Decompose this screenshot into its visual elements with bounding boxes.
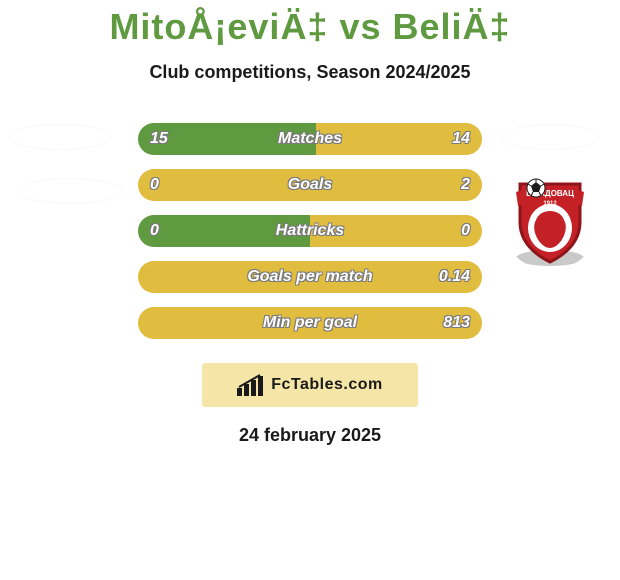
- team-badge: ВОЖДОВАЦ 1912: [500, 170, 600, 270]
- stat-value-right: 14: [452, 130, 470, 148]
- stat-value-right: 813: [443, 314, 470, 332]
- brand-box: FcTables.com: [202, 363, 418, 407]
- placeholder-ellipse-2: [18, 178, 122, 204]
- placeholder-ellipse-right: [500, 124, 600, 150]
- stat-row: Min per goal 813: [138, 307, 482, 339]
- page-title: MitoÅ¡eviÄ‡ vs BeliÄ‡: [0, 0, 620, 48]
- stat-label: Hattricks: [276, 222, 344, 240]
- stat-label: Min per goal: [263, 314, 357, 332]
- stat-row: Goals 0 2: [138, 169, 482, 201]
- football-icon: [527, 179, 545, 197]
- subtitle: Club competitions, Season 2024/2025: [0, 62, 620, 83]
- stat-value-left: 0: [150, 176, 159, 194]
- stat-value-left: 0: [150, 222, 159, 240]
- stat-label: Goals: [288, 176, 332, 194]
- placeholder-ellipse-1: [8, 124, 112, 150]
- stat-label: Goals per match: [247, 268, 372, 286]
- stat-value-left: 15: [150, 130, 168, 148]
- stat-row: Goals per match 0.14: [138, 261, 482, 293]
- date-line: 24 february 2025: [0, 425, 620, 446]
- stat-value-right: 2: [461, 176, 470, 194]
- stat-row: Matches 15 14: [138, 123, 482, 155]
- brand-bars-icon: [237, 374, 265, 396]
- stat-value-right: 0: [461, 222, 470, 240]
- brand-text: FcTables.com: [271, 376, 383, 394]
- stat-label: Matches: [278, 130, 342, 148]
- stat-row: Hattricks 0 0: [138, 215, 482, 247]
- stat-value-right: 0.14: [439, 268, 470, 286]
